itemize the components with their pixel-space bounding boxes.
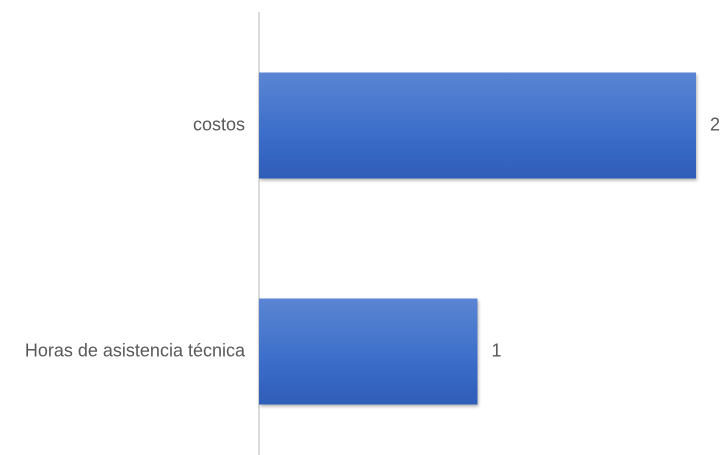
category-label-0: costos [193, 114, 245, 134]
data-label-0: 2 [710, 114, 720, 134]
data-label-1: 1 [492, 340, 502, 360]
category-label-1: Horas de asistencia técnica [25, 340, 246, 360]
bar-1 [259, 298, 478, 405]
bar-0 [259, 72, 696, 179]
